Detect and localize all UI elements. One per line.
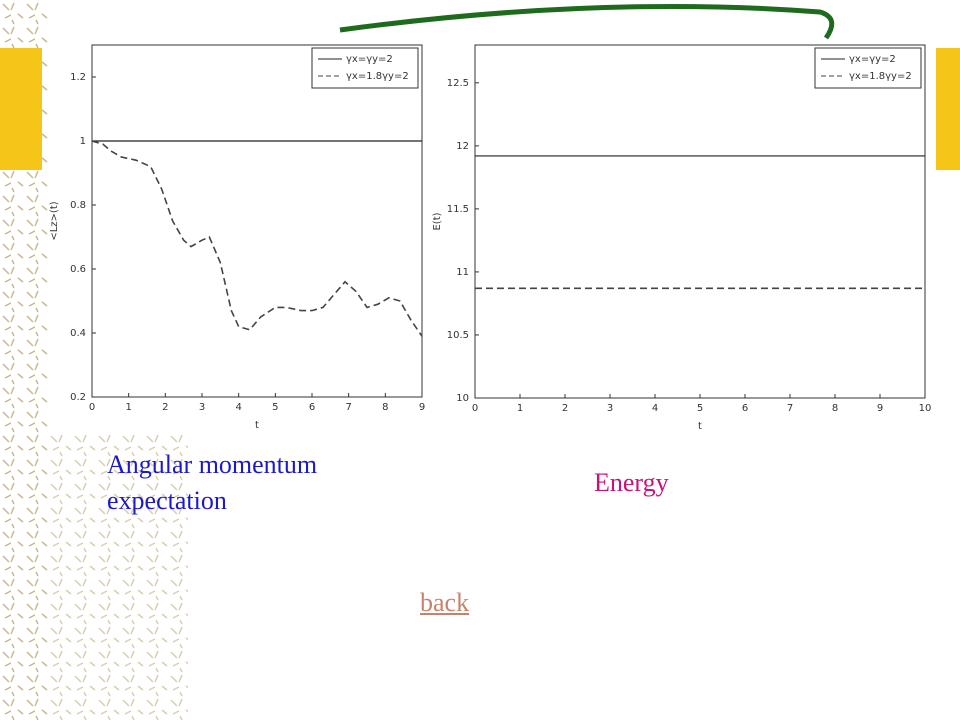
x-tick-label: 8 — [382, 402, 388, 413]
x-tick-label: 3 — [199, 402, 205, 413]
y-tick-label: 0.2 — [70, 392, 86, 403]
x-tick-label: 6 — [742, 403, 748, 414]
x-tick-label: 0 — [472, 403, 478, 414]
line — [91, 140, 423, 337]
yellow-block — [936, 48, 960, 170]
back-link[interactable]: back — [420, 588, 470, 617]
y-tick-label: 1.2 — [70, 72, 86, 83]
x-tick-label: 9 — [419, 402, 425, 413]
y-tick-label: 10 — [456, 393, 469, 404]
chart-frame — [440, 40, 932, 432]
x-tick-label: 4 — [235, 402, 241, 413]
caption: Angular momentum expectation — [107, 450, 318, 515]
x-tick-label: 7 — [345, 402, 351, 413]
legend-label: γx=γy=2 — [346, 54, 393, 65]
chart-frame — [48, 40, 426, 432]
y-axis-label: <Lz>(t) — [49, 201, 60, 240]
x-tick-label: 4 — [652, 403, 658, 414]
x-tick-label: 5 — [272, 402, 278, 413]
corner-pattern — [48, 430, 188, 720]
y-tick-label: 12.5 — [447, 78, 469, 89]
y-tick-label: 10.5 — [447, 330, 469, 341]
x-tick-label: 1 — [517, 403, 523, 414]
y-tick-label: 1 — [80, 136, 86, 147]
y-tick-label: 0.4 — [70, 328, 86, 339]
legend-label: γx=1.8γy=2 — [346, 71, 409, 82]
y-tick-label: 0.8 — [70, 200, 86, 211]
caption: Energy — [594, 468, 669, 497]
plot-area — [91, 44, 423, 398]
legend — [311, 47, 419, 89]
x-tick-label: 6 — [309, 402, 315, 413]
x-tick-label: 8 — [832, 403, 838, 414]
x-tick-label: 3 — [607, 403, 613, 414]
x-tick-label: 5 — [697, 403, 703, 414]
y-tick-label: 11 — [456, 267, 469, 278]
x-tick-label: 7 — [787, 403, 793, 414]
y-axis-label: E(t) — [432, 212, 443, 230]
x-axis-label: t — [698, 421, 702, 432]
x-tick-label: 2 — [162, 402, 168, 413]
legend — [814, 47, 922, 89]
x-tick-label: 1 — [125, 402, 131, 413]
x-axis-label: t — [255, 420, 259, 431]
plot-area — [474, 44, 926, 399]
x-tick-label: 10 — [919, 403, 932, 414]
green-arc — [339, 3, 835, 40]
x-tick-label: 2 — [562, 403, 568, 414]
yellow-block — [0, 48, 42, 170]
x-tick-label: 9 — [877, 403, 883, 414]
y-tick-label: 0.6 — [70, 264, 86, 275]
y-tick-label: 12 — [456, 141, 469, 152]
x-tick-label: 0 — [89, 402, 95, 413]
legend-label: γx=γy=2 — [849, 54, 896, 65]
y-tick-label: 11.5 — [447, 204, 469, 215]
legend-label: γx=1.8γy=2 — [849, 71, 912, 82]
